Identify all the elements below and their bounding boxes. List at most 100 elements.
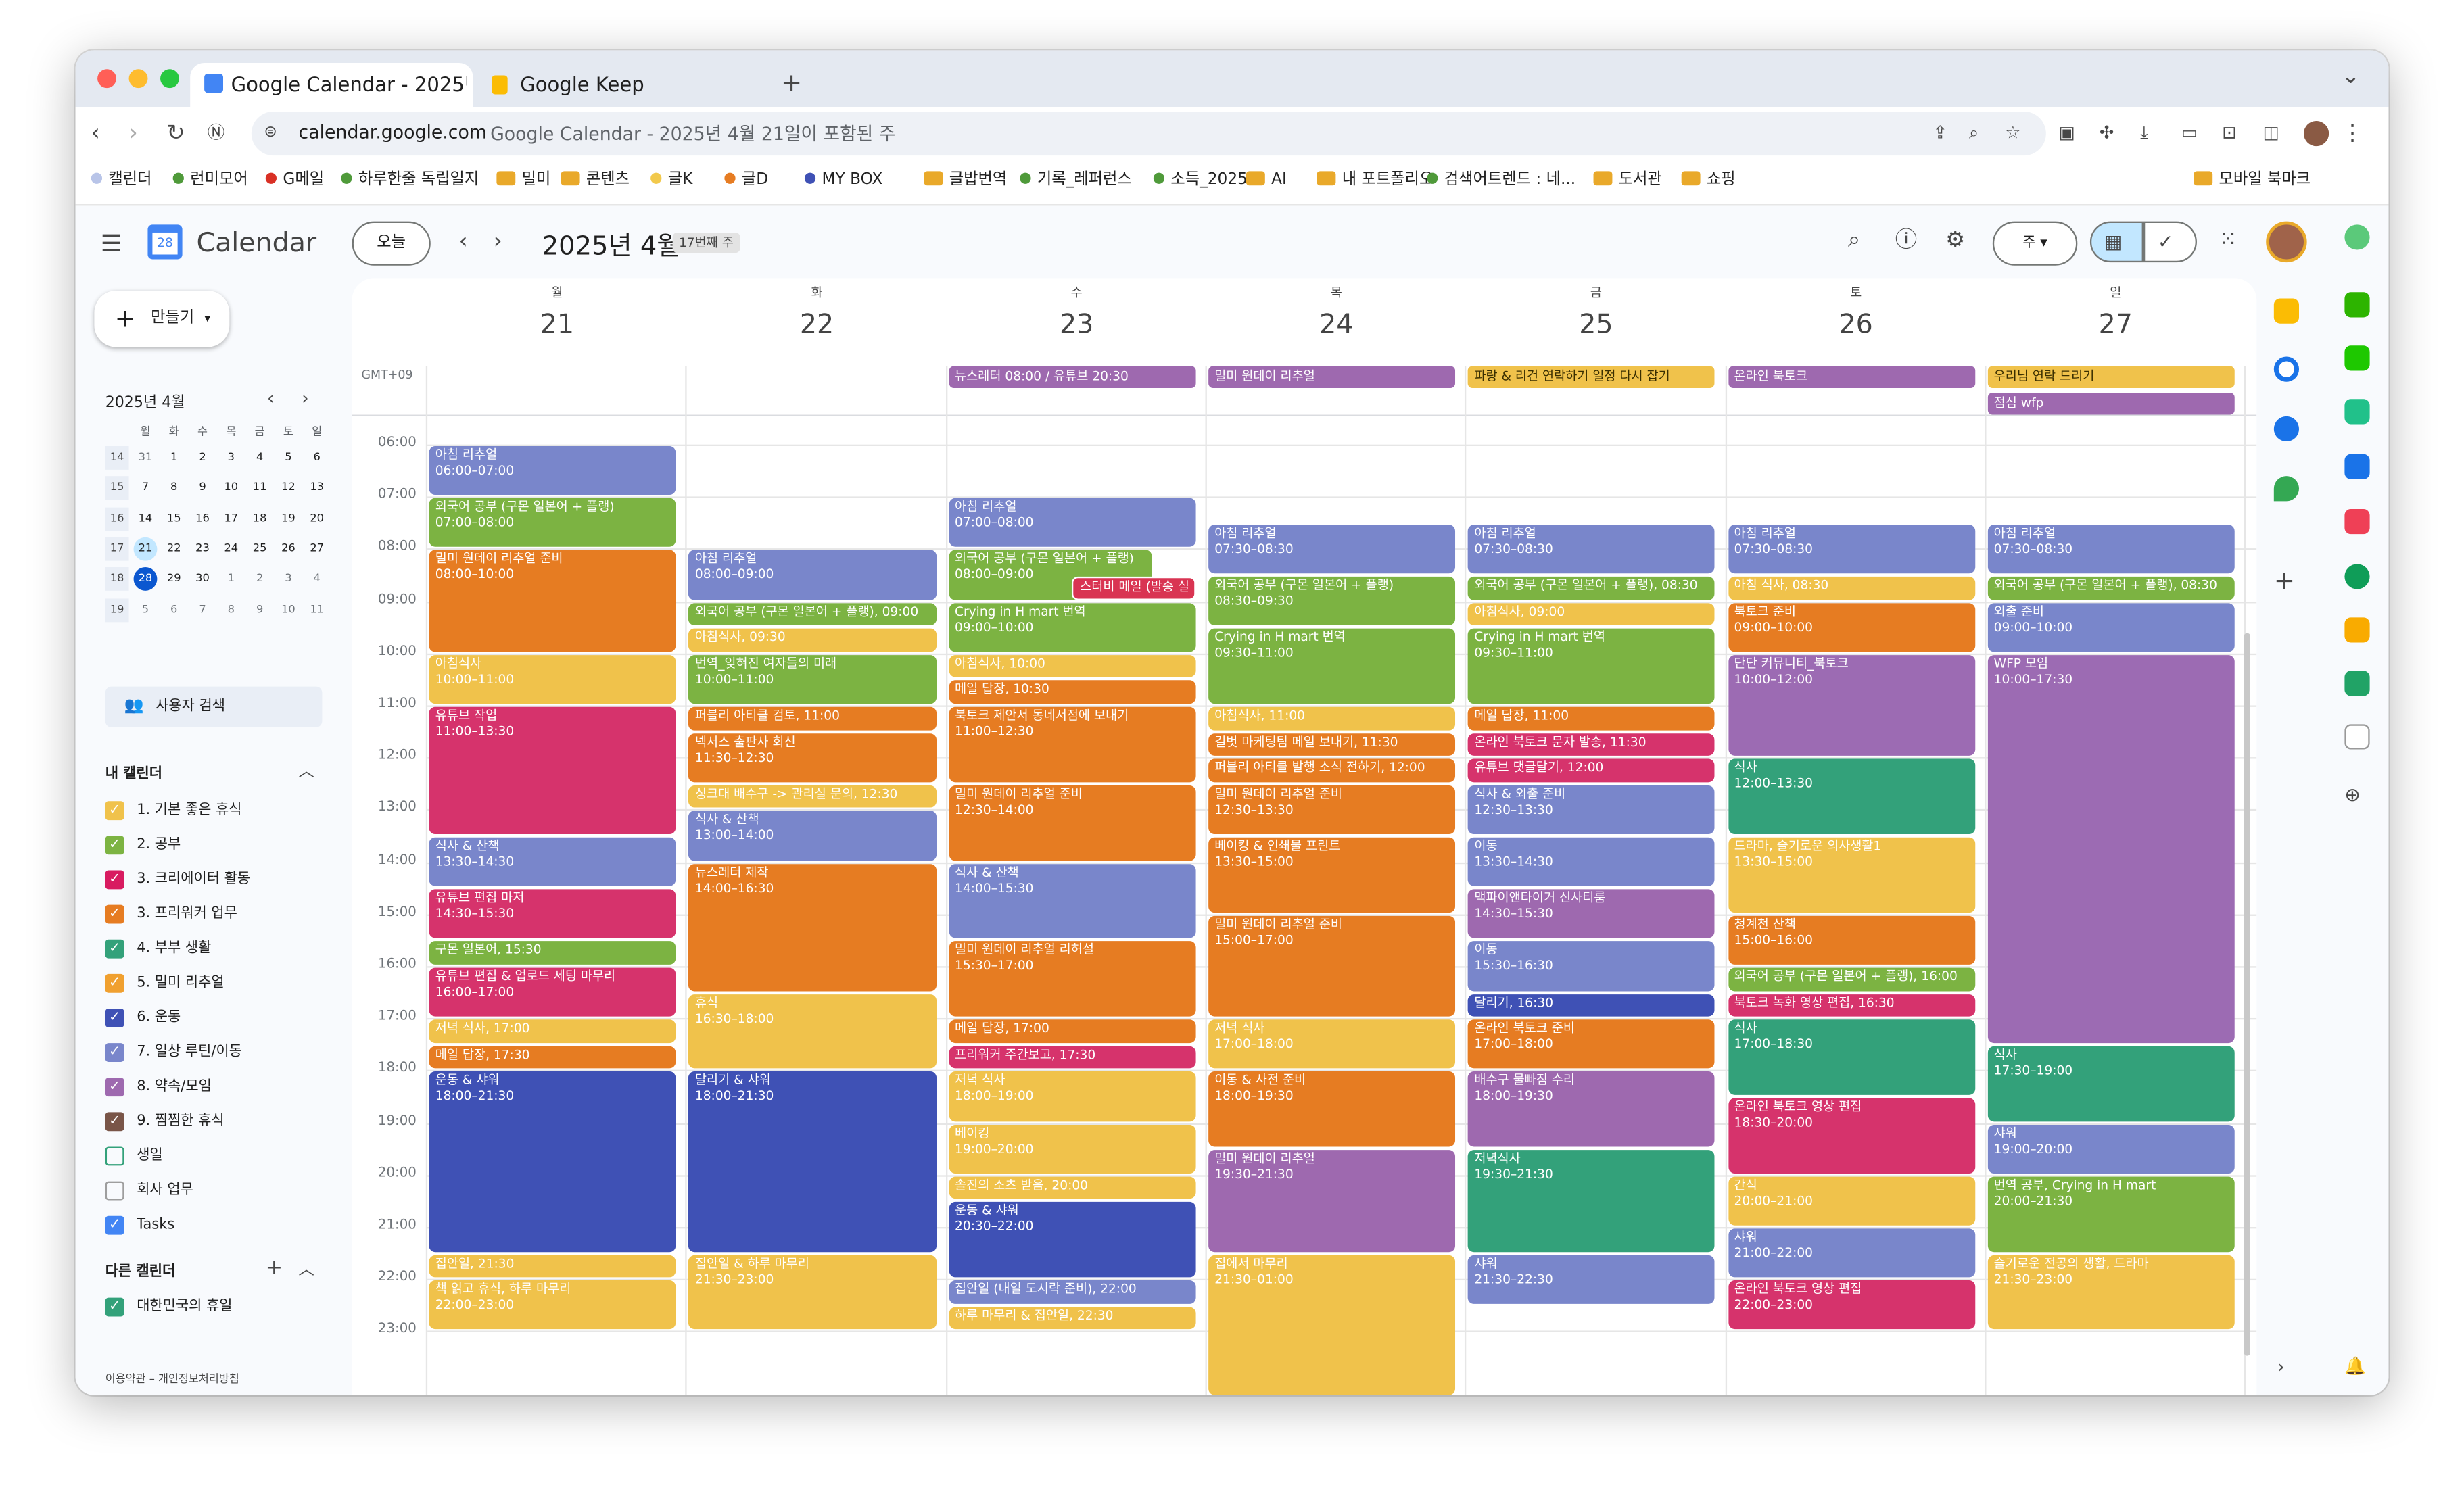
day-date[interactable]: 23	[1059, 309, 1094, 341]
chart-extension-icon[interactable]	[2344, 724, 2370, 750]
mini-day[interactable]: 17	[224, 511, 239, 525]
create-button[interactable]: + 만들기 ▾	[94, 290, 230, 347]
bookmark-item[interactable]: 런미모어	[172, 168, 248, 193]
sidebar-panel-icon[interactable]: ◫	[2262, 122, 2279, 143]
bookmark-item[interactable]: 도서관	[1593, 168, 1662, 193]
calendar-event[interactable]: 길벗 마케팅팀 메일 보내기, 11:30	[1208, 733, 1456, 756]
calendar-event[interactable]: 집안일, 21:30	[429, 1254, 677, 1278]
tasks-view-toggle[interactable]: ✓	[2143, 221, 2197, 263]
mini-week-number[interactable]: 16	[105, 506, 129, 531]
bookmark-item[interactable]: 밀미	[496, 168, 550, 193]
calendar-event[interactable]: 밀미 원데이 리추얼 준비 08:00–10:00	[429, 550, 677, 652]
bookmark-item[interactable]: 쇼핑	[1681, 168, 1736, 193]
mini-day[interactable]: 5	[285, 450, 292, 464]
help-icon[interactable]: ⓘ	[1895, 227, 1918, 253]
mini-day[interactable]: 1	[227, 572, 235, 585]
all-day-event[interactable]: 점심 wfp	[1987, 393, 2235, 415]
calendar-event[interactable]: Crying in H mart 번역 09:30–11:00	[1468, 629, 1715, 704]
calendar-event[interactable]: 아침 리추얼 08:00–09:00	[688, 550, 937, 600]
all-day-event[interactable]: 뉴스레터 08:00 / 유튜브 20:30	[948, 366, 1196, 389]
mini-day[interactable]: 6	[313, 450, 321, 464]
mini-week-number[interactable]: 15	[105, 476, 129, 500]
extension-icon[interactable]: ▣	[2058, 122, 2075, 143]
add-sidebar-app-icon[interactable]: ⊕	[2344, 783, 2361, 806]
calendar-event[interactable]: 프리워커 주간보고, 17:30	[948, 1046, 1196, 1069]
mini-day[interactable]: 5	[141, 602, 149, 615]
calendar-event[interactable]: 밀미 원데이 리추얼 준비 12:30–14:00	[948, 785, 1196, 861]
all-day-event[interactable]: 밀미 원데이 리추얼	[1208, 366, 1456, 389]
user-search-box[interactable]: 👥 사용자 검색	[105, 686, 323, 728]
calendar-event[interactable]: 식사 17:00–18:30	[1728, 1019, 1975, 1095]
calendar-event[interactable]: 저녁 식사, 17:00	[429, 1019, 677, 1043]
day-date[interactable]: 22	[799, 309, 834, 341]
store-icon[interactable]	[2344, 671, 2370, 696]
mini-day[interactable]: 1	[170, 450, 178, 464]
calendar-event[interactable]: 샤워 21:30–22:30	[1468, 1254, 1715, 1304]
screenshot-icon[interactable]: ⊡	[2222, 122, 2237, 143]
calendar-event[interactable]: 구몬 일본어, 15:30	[429, 941, 677, 965]
calendar-event[interactable]: 외국어 공부 (구몬 일본어 + 플랭), 08:30	[1987, 576, 2235, 600]
calendar-event[interactable]: 유튜브 작업 11:00–13:30	[429, 706, 677, 835]
search-icon[interactable]: ⌕	[1848, 227, 1861, 253]
bookmark-item[interactable]: 캘린더	[91, 168, 152, 193]
calendar-checkbox[interactable]: ✓	[105, 904, 124, 924]
calendar-event[interactable]: 운동 & 샤워 20:30–22:00	[948, 1202, 1196, 1278]
collapse-chevron-icon[interactable]: ︿	[298, 763, 314, 781]
puzzle-icon[interactable]: ✣	[2099, 122, 2114, 143]
calendar-event[interactable]: 아침 리추얼 07:30–08:30	[1728, 524, 1975, 574]
all-day-event[interactable]: 우리님 연락 드리기	[1987, 366, 2235, 389]
mini-day[interactable]: 30	[195, 572, 210, 585]
calendar-event[interactable]: 싱크대 배수구 -> 관리실 문의, 12:30	[688, 785, 937, 808]
calendar-event[interactable]: 단단 커뮤니티_북토크 10:00–12:00	[1728, 654, 1975, 756]
calendar-event[interactable]: Crying in H mart 번역 09:30–11:00	[1208, 629, 1456, 704]
calendar-event[interactable]: 식사 17:30–19:00	[1987, 1046, 2235, 1121]
mini-day[interactable]: 28	[133, 567, 158, 591]
mini-day[interactable]: 11	[252, 481, 267, 494]
mini-day[interactable]: 3	[285, 572, 292, 585]
settings-gear-icon[interactable]: ⚙	[1945, 227, 1966, 253]
mini-day[interactable]: 13	[310, 481, 325, 494]
my-calendars-header[interactable]: 내 캘린더	[105, 767, 162, 783]
mini-day[interactable]: 24	[224, 541, 239, 555]
mini-day[interactable]: 18	[252, 511, 267, 525]
calendar-event[interactable]: 메일 답장, 10:30	[948, 681, 1196, 704]
mini-day[interactable]: 31	[138, 450, 153, 464]
keep-icon[interactable]	[2273, 298, 2300, 324]
calendar-event[interactable]: 책 읽고 휴식, 하루 마무리 22:00–23:00	[429, 1280, 677, 1330]
mini-day[interactable]: 2	[256, 572, 264, 585]
calendar-event[interactable]: 맥파이앤타이거 신사티룸 14:30–15:30	[1468, 889, 1715, 939]
mini-day[interactable]: 15	[166, 511, 181, 525]
add-calendar-icon[interactable]: +	[265, 1257, 283, 1281]
calendar-event[interactable]: 저녁 식사 17:00–18:00	[1208, 1019, 1456, 1069]
mini-day[interactable]: 9	[256, 602, 264, 615]
calendar-event[interactable]: 넥서스 출판사 회신 11:30–12:30	[688, 733, 937, 782]
calendar-event[interactable]: 이동 & 사전 준비 18:00–19:30	[1208, 1071, 1456, 1147]
mini-day[interactable]: 4	[313, 572, 321, 585]
bookmark-item[interactable]: 글D	[724, 168, 768, 193]
tab-google-keep[interactable]: Google Keep	[487, 63, 769, 107]
calendar-event[interactable]: 아침 리추얼 07:30–08:30	[1468, 524, 1715, 574]
calendar-event[interactable]: 뉴스레터 제작 14:00–16:30	[688, 863, 937, 991]
bookmark-item[interactable]: G메일	[265, 168, 324, 193]
day-date[interactable]: 26	[1839, 309, 1873, 341]
calendar-event[interactable]: 퍼블리 아티클 발행 소식 전하기, 12:00	[1208, 758, 1456, 782]
calendar-event[interactable]: 외국어 공부 (구몬 일본어 + 플랭), 16:00	[1728, 967, 1975, 991]
mini-day[interactable]: 27	[310, 541, 325, 555]
calendar-checkbox[interactable]: ✓	[105, 1112, 124, 1132]
mini-day[interactable]: 21	[133, 537, 158, 561]
calendar-event[interactable]: 메일 답장, 17:30	[429, 1046, 677, 1069]
calendar-event[interactable]: 메일 답장, 11:00	[1468, 706, 1715, 730]
calendar-event[interactable]: 번역_잊혀진 여자들의 미래 10:00–11:00	[688, 654, 937, 704]
calendar-event[interactable]: 메일 답장, 17:00	[948, 1019, 1196, 1043]
chat-icon[interactable]	[2344, 399, 2370, 425]
bookmark-item[interactable]: 기록_레퍼런스	[1020, 168, 1132, 193]
prev-week-icon[interactable]: ‹	[458, 229, 468, 255]
collapse-chevron-icon[interactable]: ︿	[298, 1261, 314, 1279]
calendar-event[interactable]: 스터비 메일 (발송 실패)	[1072, 576, 1196, 600]
star-extension-icon[interactable]	[2344, 617, 2370, 643]
maps-icon[interactable]	[2273, 476, 2300, 502]
calendar-event[interactable]: 아침 리추얼 07:30–08:30	[1208, 524, 1456, 574]
mini-day[interactable]: 2	[199, 450, 206, 464]
calendar-checkbox[interactable]: ✓	[105, 1009, 124, 1027]
calendar-checkbox[interactable]: ✓	[105, 801, 124, 821]
